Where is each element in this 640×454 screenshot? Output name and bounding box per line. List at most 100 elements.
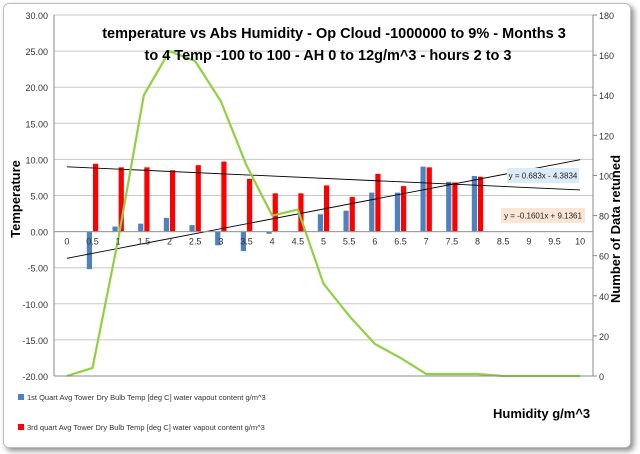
trendline-2 (66, 166, 581, 191)
axes (53, 15, 594, 377)
x-tick-label: 8 (475, 237, 480, 247)
y-tick-label: 20.00 (25, 83, 48, 93)
bar-series-2 (401, 186, 407, 232)
x-axis-label: Humidity g/m^3 (493, 406, 590, 421)
bars (86, 161, 484, 270)
chart-title-line1: temperature vs Abs Humidity - Op Cloud -… (102, 26, 566, 42)
bar-series-2 (298, 193, 304, 232)
y2-tick-label: 80 (599, 212, 609, 222)
y-tick-label: -10.00 (22, 300, 48, 310)
x-tick-label: 3 (218, 237, 223, 247)
bar-series-1 (163, 217, 169, 232)
x-tick-label: 9.5 (548, 237, 561, 247)
count-line (66, 49, 581, 378)
trendline-labels: y = 0.683x - 4.3834 y = -0.1601x + 9.1361 (501, 168, 585, 223)
bar-series-2 (93, 163, 99, 232)
bar-series-1 (420, 166, 426, 232)
y2-tick-label: 140 (599, 91, 614, 101)
x-tick-label: 2 (167, 237, 172, 247)
bar-series-1 (343, 210, 349, 232)
x-tick-label: 4.5 (292, 237, 305, 247)
trendline-label-box (507, 168, 579, 183)
chart-title-line2: to 4 Temp -100 to 100 - AH 0 to 12g/m^3 … (144, 48, 511, 64)
x-tick-label: 2.5 (189, 237, 202, 247)
x-tick-label: 7.5 (446, 237, 459, 247)
x-tick-label: 8.5 (497, 237, 510, 247)
bar-series-2 (375, 173, 381, 232)
y-tick-label: -5.00 (27, 264, 48, 274)
bar-series-2 (144, 167, 150, 232)
x-tick-label: 3.5 (240, 237, 253, 247)
bar-series-2 (478, 176, 484, 232)
y-tick-label: -20.00 (22, 372, 48, 382)
y2-axis-ticks: 180 160 140 120 100 80 60 40 20 0 (593, 11, 614, 382)
y-axis-label: Temperature (8, 160, 23, 238)
bar-series-2 (349, 196, 355, 232)
bar-series-1 (215, 231, 221, 246)
bar-series-2 (118, 167, 124, 232)
chart: 30.00 25.00 20.00 15.00 10.00 5.00 0.00 -5.00 -1… (4, 4, 630, 447)
bar-series-1 (86, 231, 92, 270)
y2-axis-label: Number of Data retuned (608, 155, 623, 303)
bar-series-2 (452, 182, 458, 232)
bar-series-1 (138, 223, 144, 232)
legend-label-series-2: 3rd quart Avg Tower Dry Bulb Temp [deg C… (27, 423, 265, 432)
bar-series-2 (426, 167, 432, 232)
bar-series-2 (272, 193, 278, 232)
trendline-label-box (501, 208, 585, 223)
y-tick-label: 15.00 (25, 119, 48, 129)
bar-series-1 (240, 231, 246, 252)
y2-tick-label: 40 (599, 292, 609, 302)
trendlines (66, 159, 581, 259)
x-tick-label: 9 (526, 237, 531, 247)
bar-series-1 (394, 192, 400, 232)
bar-series-1 (112, 226, 118, 232)
y-tick-label: 30.00 (25, 11, 48, 21)
x-tick-label: 4 (270, 237, 275, 247)
chart-frame: 30.00 25.00 20.00 15.00 10.00 5.00 0.00 -5.00 -1… (3, 3, 631, 448)
x-tick-label: 5.5 (343, 237, 356, 247)
y-tick-label: 25.00 (25, 47, 48, 57)
category-labels: 0 0.5 1 1.5 2 2.5 3 3.5 4 4.5 5 5.5 6 6.5 7 7.5 8 8.5 9 9.5… (64, 237, 585, 247)
y2-tick-label: 100 (599, 171, 614, 181)
x-tick-label: 5 (321, 237, 326, 247)
x-tick-label: 6 (372, 237, 377, 247)
x-tick-label: 1.5 (138, 237, 151, 247)
bar-series-2 (170, 170, 176, 232)
y2-tick-label: 60 (599, 252, 609, 262)
y2-tick-label: 120 (599, 131, 614, 141)
x-tick-label: 1 (116, 237, 121, 247)
count-series-line (66, 49, 581, 378)
bar-series-1 (266, 231, 272, 234)
bar-series-1 (471, 176, 477, 232)
y-axis-ticks: 30.00 25.00 20.00 15.00 10.00 5.00 0.00 -5.00 -1… (22, 11, 48, 382)
trendline-label: y = -0.1601x + 9.1361 (504, 212, 582, 221)
bar-series-1 (317, 214, 323, 232)
legend-label-series-1: 1st Quart Avg Tower Dry Bulb Temp [deg C… (27, 393, 266, 402)
bar-series-2 (221, 161, 227, 232)
trendline-label: y = 0.683x - 4.3834 (509, 172, 578, 181)
x-tick-label: 0.5 (86, 237, 99, 247)
x-tick-label: 10 (575, 237, 585, 247)
legend-swatch-series-2 (18, 424, 24, 430)
y-tick-label: 10.00 (25, 155, 48, 165)
x-tick-label: 6.5 (394, 237, 407, 247)
x-tick-label: 0 (64, 237, 69, 247)
chart-background (4, 4, 630, 447)
legend-swatch-series-1 (18, 394, 24, 400)
bar-series-1 (446, 181, 452, 232)
bar-series-2 (247, 178, 253, 232)
y-tick-label: 0.00 (30, 228, 48, 238)
bar-series-1 (369, 192, 375, 232)
y-tick-label: 5.00 (30, 192, 48, 202)
y-tick-label: -15.00 (22, 336, 48, 346)
legend: 1st Quart Avg Tower Dry Bulb Temp [deg C… (18, 393, 266, 432)
bar-series-2 (195, 165, 201, 232)
y2-tick-label: 20 (599, 332, 609, 342)
bar-series-1 (189, 225, 195, 232)
y2-tick-label: 0 (599, 372, 604, 382)
x-tick-label: 7 (424, 237, 429, 247)
y2-tick-label: 160 (599, 51, 614, 61)
trendline-1 (66, 159, 581, 259)
y2-tick-label: 180 (599, 11, 614, 21)
